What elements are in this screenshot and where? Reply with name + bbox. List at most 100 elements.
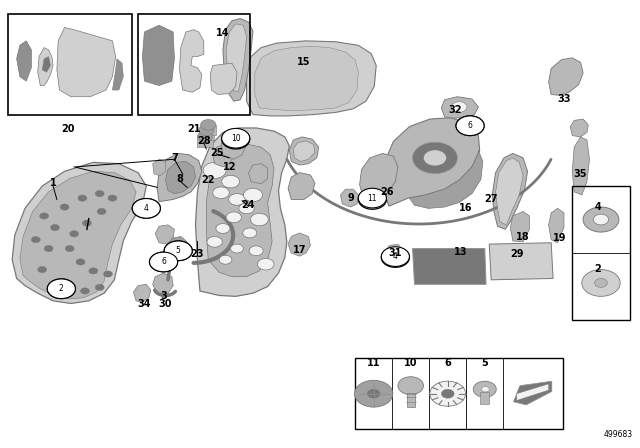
- Polygon shape: [198, 130, 214, 141]
- Circle shape: [78, 195, 87, 201]
- Text: 5: 5: [481, 358, 488, 368]
- Circle shape: [456, 116, 484, 136]
- Text: 19: 19: [553, 233, 566, 243]
- Circle shape: [67, 286, 76, 292]
- Polygon shape: [20, 171, 136, 299]
- Polygon shape: [510, 211, 529, 242]
- Polygon shape: [288, 233, 310, 256]
- Text: 33: 33: [557, 94, 571, 104]
- Text: 18: 18: [516, 232, 530, 241]
- Text: 25: 25: [210, 147, 223, 158]
- Polygon shape: [143, 25, 174, 86]
- Polygon shape: [134, 284, 151, 302]
- Polygon shape: [42, 56, 51, 72]
- Circle shape: [212, 187, 229, 198]
- Text: 35: 35: [574, 169, 588, 179]
- Circle shape: [38, 267, 47, 273]
- Text: 31: 31: [388, 248, 402, 258]
- Circle shape: [164, 241, 192, 261]
- Polygon shape: [288, 172, 315, 199]
- Circle shape: [228, 194, 245, 205]
- Circle shape: [65, 246, 74, 252]
- Polygon shape: [495, 158, 523, 225]
- Circle shape: [424, 150, 447, 166]
- Text: 3: 3: [160, 291, 167, 302]
- Circle shape: [413, 142, 458, 173]
- Circle shape: [358, 190, 387, 209]
- Text: 4: 4: [595, 202, 601, 212]
- Circle shape: [203, 162, 226, 178]
- Text: 11: 11: [367, 358, 380, 368]
- Polygon shape: [548, 58, 583, 95]
- Text: 4: 4: [393, 252, 398, 261]
- Text: 15: 15: [298, 57, 311, 67]
- Circle shape: [243, 188, 262, 202]
- Bar: [8, 14, 132, 115]
- Text: 30: 30: [159, 299, 172, 310]
- Circle shape: [219, 255, 232, 264]
- Polygon shape: [12, 162, 147, 303]
- Polygon shape: [153, 273, 173, 293]
- Text: 26: 26: [380, 187, 394, 197]
- Text: 23: 23: [191, 250, 204, 259]
- Circle shape: [381, 247, 410, 267]
- Circle shape: [249, 246, 263, 256]
- Polygon shape: [407, 393, 415, 407]
- Text: 22: 22: [202, 175, 215, 185]
- Text: 10: 10: [404, 358, 417, 368]
- Circle shape: [593, 214, 609, 225]
- Circle shape: [367, 389, 380, 398]
- Text: 16: 16: [459, 203, 472, 213]
- Polygon shape: [57, 27, 116, 97]
- Polygon shape: [489, 243, 553, 280]
- Bar: [138, 14, 250, 115]
- Circle shape: [83, 220, 92, 226]
- Circle shape: [226, 212, 241, 223]
- Polygon shape: [413, 249, 486, 284]
- Text: 9: 9: [348, 193, 354, 203]
- Circle shape: [81, 288, 90, 294]
- Polygon shape: [195, 128, 289, 296]
- Polygon shape: [572, 137, 589, 195]
- Polygon shape: [513, 381, 552, 405]
- Circle shape: [44, 246, 53, 252]
- Polygon shape: [38, 47, 53, 86]
- Circle shape: [95, 284, 104, 291]
- Circle shape: [104, 271, 113, 277]
- Circle shape: [398, 377, 424, 395]
- Circle shape: [150, 252, 177, 272]
- Polygon shape: [340, 189, 358, 207]
- Circle shape: [31, 237, 40, 243]
- Circle shape: [150, 252, 177, 272]
- Text: 6: 6: [444, 358, 451, 368]
- Circle shape: [430, 381, 466, 406]
- Polygon shape: [223, 18, 253, 101]
- Circle shape: [132, 198, 161, 218]
- Polygon shape: [212, 145, 234, 167]
- Polygon shape: [289, 137, 319, 165]
- Circle shape: [108, 195, 117, 201]
- Polygon shape: [570, 119, 588, 137]
- Text: 28: 28: [197, 136, 211, 146]
- Polygon shape: [410, 151, 483, 208]
- Circle shape: [230, 244, 243, 253]
- Polygon shape: [156, 225, 174, 244]
- Polygon shape: [153, 159, 166, 176]
- Circle shape: [243, 228, 257, 238]
- Text: 5: 5: [176, 246, 180, 255]
- Text: 6: 6: [161, 258, 166, 267]
- Polygon shape: [166, 161, 195, 194]
- Polygon shape: [255, 46, 358, 111]
- Polygon shape: [383, 118, 479, 206]
- Text: 32: 32: [449, 105, 462, 115]
- Polygon shape: [246, 41, 376, 116]
- Circle shape: [47, 279, 76, 298]
- Circle shape: [442, 389, 454, 398]
- Circle shape: [452, 102, 467, 112]
- Polygon shape: [17, 41, 31, 81]
- Text: 24: 24: [242, 200, 255, 210]
- Circle shape: [582, 270, 620, 296]
- Polygon shape: [197, 137, 212, 147]
- Polygon shape: [226, 24, 246, 92]
- Text: 6: 6: [468, 121, 472, 130]
